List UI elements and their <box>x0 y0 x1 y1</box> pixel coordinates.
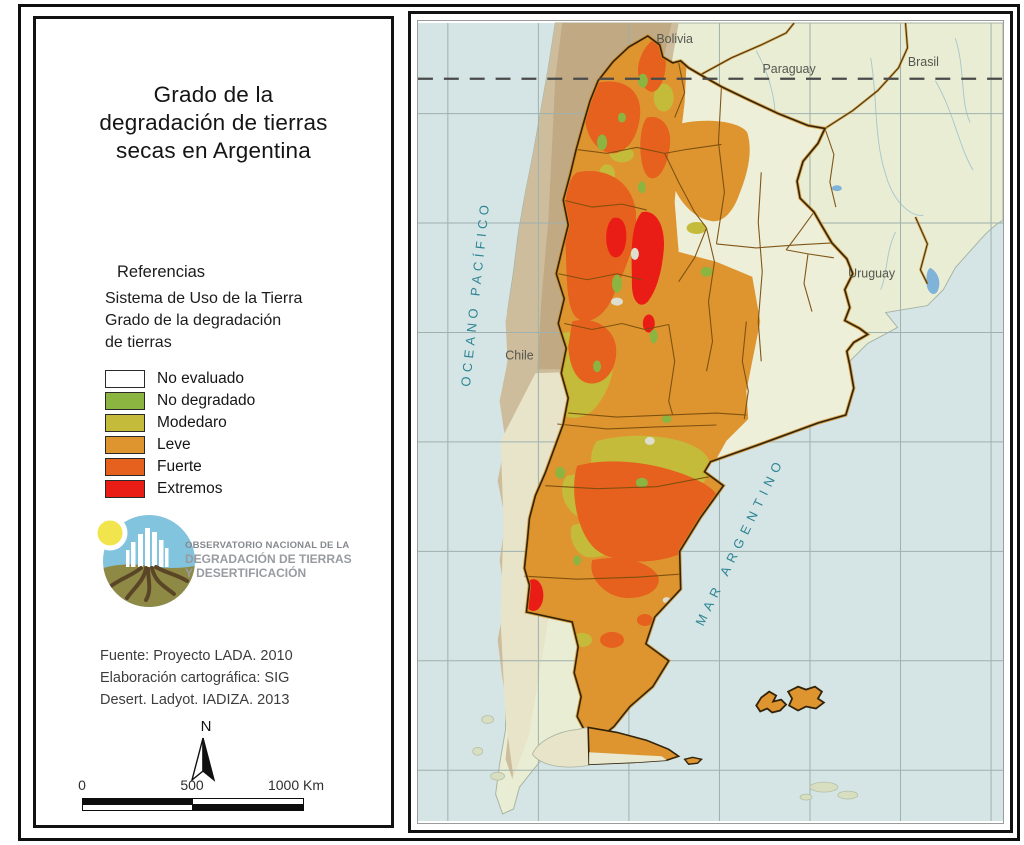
legend-swatch-extremos <box>105 480 145 498</box>
source-credits: Fuente: Proyecto LADA. 2010 Elaboración … <box>100 648 293 708</box>
north-label: N <box>200 718 212 735</box>
observatory-logo-icon <box>92 515 195 607</box>
tierra-del-fuego <box>531 726 703 768</box>
label-bolivia: Bolivia <box>656 32 693 46</box>
scale-bar <box>82 798 304 811</box>
page-border <box>18 4 1020 841</box>
map-svg: Bolivia Paraguay Brasil Uruguay Chile OC… <box>418 22 1003 821</box>
province-borders <box>524 62 837 580</box>
label-brasil: Brasil <box>908 55 939 69</box>
label-uruguay: Uruguay <box>848 267 896 281</box>
southern-islands <box>472 715 859 801</box>
legend-item: No evaluado <box>105 368 255 390</box>
legend-item: Modedaro <box>105 412 255 434</box>
title-line: degradación de tierras <box>99 110 328 135</box>
legend-item: Fuerte <box>105 456 255 478</box>
references-heading: Referencias <box>117 263 206 281</box>
zone-no-degradado <box>555 49 713 566</box>
legend: No evaluado No degradado Modedaro Leve F… <box>105 368 255 500</box>
scale-tick-0: 0 <box>78 777 86 793</box>
malvinas-islands <box>755 685 826 714</box>
references-subtitle: Sistema de Uso de la Tierra Grado de la … <box>105 290 303 351</box>
legend-swatch-no-degradado <box>105 392 145 410</box>
legend-panel: Grado de la degradación de tierras secas… <box>33 16 394 828</box>
title-line: secas en Argentina <box>116 138 311 163</box>
scale-tick-1000: 1000 Km <box>267 777 325 793</box>
label-chile: Chile <box>505 348 533 362</box>
legend-swatch-leve <box>105 436 145 454</box>
zone-extremos <box>524 211 665 612</box>
legend-item: Extremos <box>105 478 255 500</box>
title-line: Grado de la <box>153 82 274 107</box>
legend-swatch-no-evaluado <box>105 370 145 388</box>
legend-swatch-modedaro <box>105 414 145 432</box>
map-panel: Bolivia Paraguay Brasil Uruguay Chile OC… <box>408 11 1013 833</box>
observatory-logo-text: OBSERVATORIO NACIONAL DE LA DEGRADACIÓN … <box>185 540 352 580</box>
map-title: Grado de la degradación de tierras secas… <box>36 81 391 165</box>
legend-swatch-fuerte <box>105 458 145 476</box>
north-arrow-icon <box>190 737 216 782</box>
map-canvas: Bolivia Paraguay Brasil Uruguay Chile OC… <box>417 20 1004 824</box>
legend-item: Leve <box>105 434 255 456</box>
water-features <box>831 185 940 295</box>
legend-item: No degradado <box>105 390 255 412</box>
label-paraguay: Paraguay <box>763 62 817 76</box>
scale-tick-500: 500 <box>180 777 204 793</box>
